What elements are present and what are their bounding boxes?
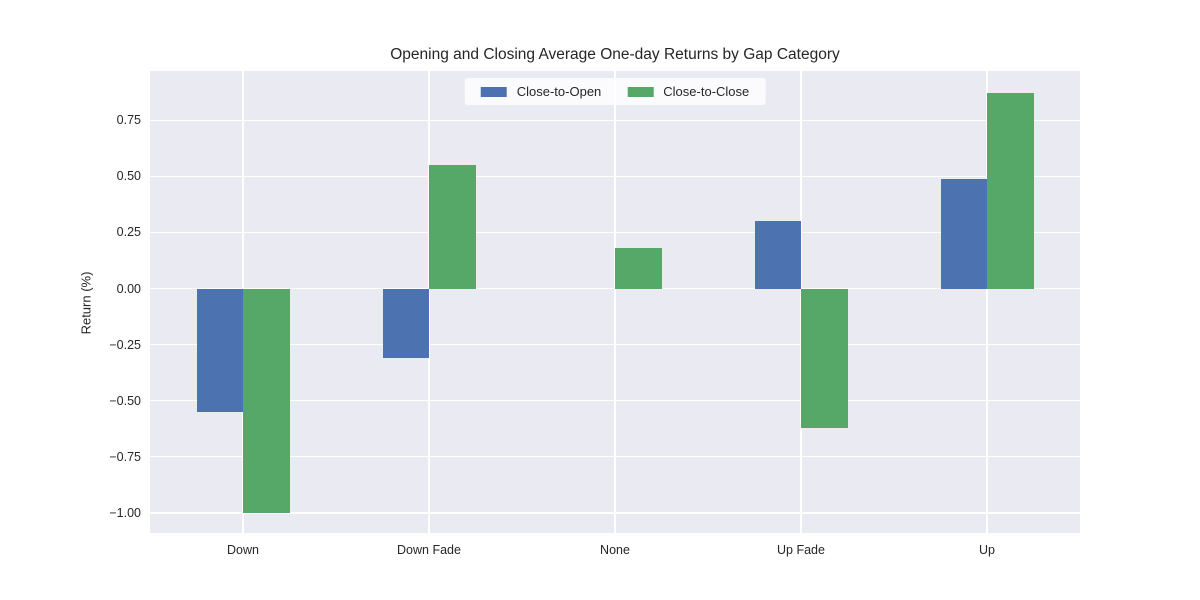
- bar-close-to-close-up-fade: [801, 288, 848, 428]
- gridline-v: [428, 71, 430, 533]
- bar-close-to-open-down-fade: [382, 288, 429, 359]
- bar-close-to-open-up-fade: [754, 221, 801, 289]
- legend-label-close-to-open: Close-to-Open: [516, 84, 602, 99]
- legend-swatch-close-to-open-icon: [480, 86, 507, 97]
- plot-area: Close-to-Open Close-to-Close: [150, 71, 1080, 533]
- y-tick-label: 0.50: [116, 169, 141, 184]
- y-tick-label: −0.25: [109, 337, 141, 352]
- gridline-v: [614, 71, 616, 533]
- legend: Close-to-Open Close-to-Close: [464, 78, 766, 105]
- x-tick-label-down-fade: Down Fade: [397, 543, 461, 557]
- legend-item-close-to-open: Close-to-Open: [480, 84, 602, 99]
- chart-title: Opening and Closing Average One-day Retu…: [390, 46, 840, 63]
- x-tick-label-up: Up: [979, 543, 995, 557]
- legend-item-close-to-close: Close-to-Close: [627, 84, 749, 99]
- legend-swatch-close-to-close-icon: [627, 86, 654, 97]
- bar-close-to-close-down: [243, 288, 290, 513]
- y-tick-label: −1.00: [109, 505, 141, 520]
- y-tick-label: 0.75: [116, 113, 141, 128]
- y-tick-label: 0.00: [116, 281, 141, 296]
- bar-close-to-close-down-fade: [429, 165, 476, 289]
- x-tick-label-up-fade: Up Fade: [777, 543, 825, 557]
- x-tick-label-none: None: [600, 543, 630, 557]
- bar-close-to-open-down: [196, 288, 243, 412]
- y-tick-label: −0.75: [109, 449, 141, 464]
- y-tick-label: −0.50: [109, 393, 141, 408]
- y-tick-label: 0.25: [116, 225, 141, 240]
- bar-close-to-close-up: [987, 93, 1034, 289]
- x-tick-label-down: Down: [227, 543, 259, 557]
- bar-close-to-open-up: [940, 178, 987, 289]
- legend-label-close-to-close: Close-to-Close: [663, 84, 750, 99]
- bar-close-to-close-none: [615, 248, 662, 289]
- gridline-v: [986, 71, 988, 533]
